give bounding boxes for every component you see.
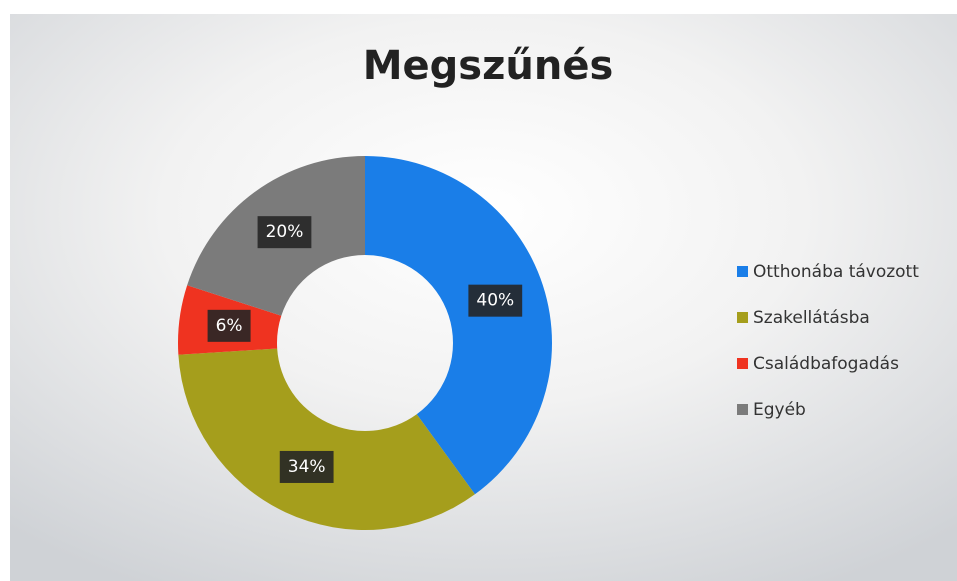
data-label-box — [257, 216, 312, 249]
donut-slice — [365, 156, 552, 495]
legend-label: Családbafogadás — [753, 354, 899, 374]
data-label: 6% — [216, 316, 243, 336]
data-label-box — [468, 284, 523, 317]
legend-label: Szakellátásba — [753, 308, 870, 328]
data-label: 20% — [266, 222, 304, 242]
donut-slice — [178, 348, 475, 530]
legend-swatch — [737, 266, 748, 277]
data-label: 40% — [476, 291, 514, 311]
legend-label: Egyéb — [753, 400, 806, 420]
legend-swatch — [737, 312, 748, 323]
chart-title: Megszűnés — [363, 43, 614, 89]
data-label: 34% — [288, 457, 326, 477]
data-label-box — [279, 450, 334, 483]
legend-swatch — [737, 404, 748, 415]
data-label-box — [207, 309, 251, 342]
legend-label: Otthonába távozott — [753, 262, 919, 282]
legend-swatch — [737, 358, 748, 369]
